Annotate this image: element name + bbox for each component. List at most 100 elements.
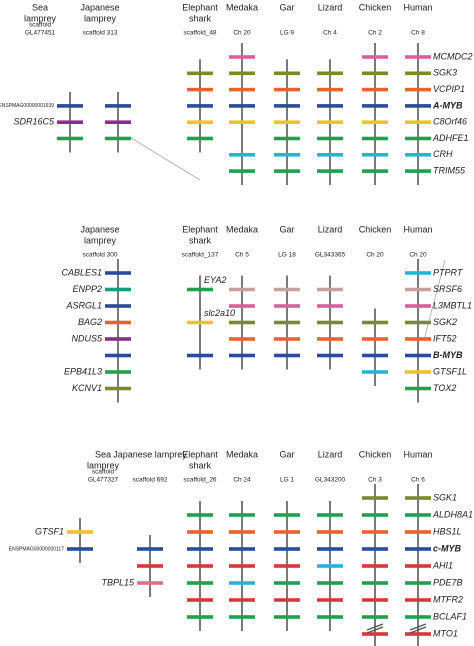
species-name: Lizard (318, 449, 343, 459)
gene-bar (317, 120, 343, 124)
scaffold-label: scaffold 300 (83, 252, 118, 259)
gene-bar (362, 71, 388, 76)
gene-label: AHI1 (432, 560, 453, 570)
gene-bar (274, 581, 300, 585)
gene-bar (317, 287, 343, 292)
gene-bar (137, 581, 163, 585)
gene-bar (405, 513, 431, 517)
gene-bar (229, 104, 255, 108)
gene-bar (317, 320, 343, 325)
gene-bar (362, 370, 388, 374)
gene-bar (405, 104, 431, 108)
scaffold-label: Ch 20 (366, 252, 384, 259)
gene-bar (317, 337, 343, 341)
species-name: lamprey (84, 13, 117, 23)
gene-bar (105, 386, 131, 391)
scaffold-label: scaffold_26 (183, 477, 217, 484)
gene-bar (405, 136, 431, 141)
gene-bar (57, 136, 83, 141)
gene-bar (405, 530, 431, 534)
gene-bar (317, 615, 343, 619)
gene-label: SGK3 (433, 68, 457, 78)
gene-label: PDE7B (433, 577, 463, 587)
gene-bar (105, 353, 131, 358)
species-name: Human (403, 2, 432, 12)
gene-bar (57, 120, 83, 124)
gene-label: PTPRT (433, 267, 464, 277)
gene-bar (187, 581, 213, 585)
gene-bar (362, 320, 388, 325)
gene-bar (187, 564, 213, 568)
scaffold-label: LG 9 (280, 30, 294, 37)
species-name: lamprey (84, 235, 117, 245)
gene-bar (229, 87, 255, 92)
gene-bar (274, 87, 300, 92)
species-name: Sea (32, 2, 48, 12)
gene-label: SRSF6 (433, 284, 462, 294)
scaffold-label: scaffold (92, 469, 115, 476)
gene-bar (405, 169, 431, 173)
gene-bar (187, 120, 213, 124)
gene-bar (229, 581, 255, 585)
scaffold-label: Ch 20 (409, 252, 427, 259)
gene-bar (362, 598, 388, 602)
scaffold-label: Ch 6 (411, 477, 425, 484)
gene-bar (362, 136, 388, 141)
scaffold-label: LG 18 (278, 252, 296, 259)
gene-label: MCMDC2 (433, 51, 473, 61)
gene-bar (137, 547, 163, 551)
gene-label: GTSF1L (433, 366, 467, 376)
gene-bar (405, 271, 431, 275)
scaffold-label: GL343200 (315, 477, 346, 484)
gene-bar (187, 615, 213, 619)
gene-label: TOX2 (433, 383, 456, 393)
gene-bar (405, 615, 431, 619)
gene-label: BAG2 (78, 317, 102, 327)
gene-label: ALDH8A1 (432, 509, 473, 519)
gene-bar (229, 530, 255, 534)
gene-bar (274, 120, 300, 124)
gene-label: IFT52 (433, 333, 457, 343)
gene-label: ASRGL1 (65, 300, 102, 310)
gene-bar (317, 71, 343, 76)
gene-bar (405, 120, 431, 124)
species-name: Japanese (80, 224, 119, 234)
gene-bar (405, 386, 431, 391)
gene-bar (362, 564, 388, 568)
gene-bar (405, 287, 431, 292)
break-mark (366, 623, 384, 631)
species-name: Medaka (226, 224, 258, 234)
gene-bar (317, 547, 343, 551)
scaffold-label: GL477451 (25, 30, 56, 37)
gene-bar (187, 71, 213, 76)
gene-bar (317, 104, 343, 108)
gene-label: B-MYB (433, 350, 463, 360)
gene-bar (405, 337, 431, 341)
gene-label: MTFR2 (433, 594, 463, 604)
gene-label: EYA2 (204, 275, 227, 285)
scaffold-label: Ch 24 (233, 477, 251, 484)
gene-bar (362, 55, 388, 59)
gene-label: SGK1 (433, 492, 457, 502)
species-name: Elephant (182, 2, 218, 12)
gene-bar (405, 632, 431, 636)
gene-bar (317, 153, 343, 157)
gene-bar (229, 513, 255, 517)
gene-label: c-MYB (433, 543, 462, 553)
gene-bar (362, 530, 388, 534)
species-name: Lizard (318, 2, 343, 12)
gene-label: SDR16C5 (13, 117, 55, 127)
gene-label: L3MBTL1 (433, 300, 472, 310)
gene-bar (187, 513, 213, 517)
gene-bar (405, 71, 431, 76)
gene-bar (274, 615, 300, 619)
species-name: Elephant (182, 449, 218, 459)
gene-bar (317, 87, 343, 92)
gene-bar (405, 304, 431, 308)
species-name: shark (189, 235, 212, 245)
gene-bar (105, 287, 131, 292)
gene-bar (362, 87, 388, 92)
gene-bar (317, 304, 343, 308)
gene-bar (274, 337, 300, 341)
gene-bar (187, 104, 213, 108)
